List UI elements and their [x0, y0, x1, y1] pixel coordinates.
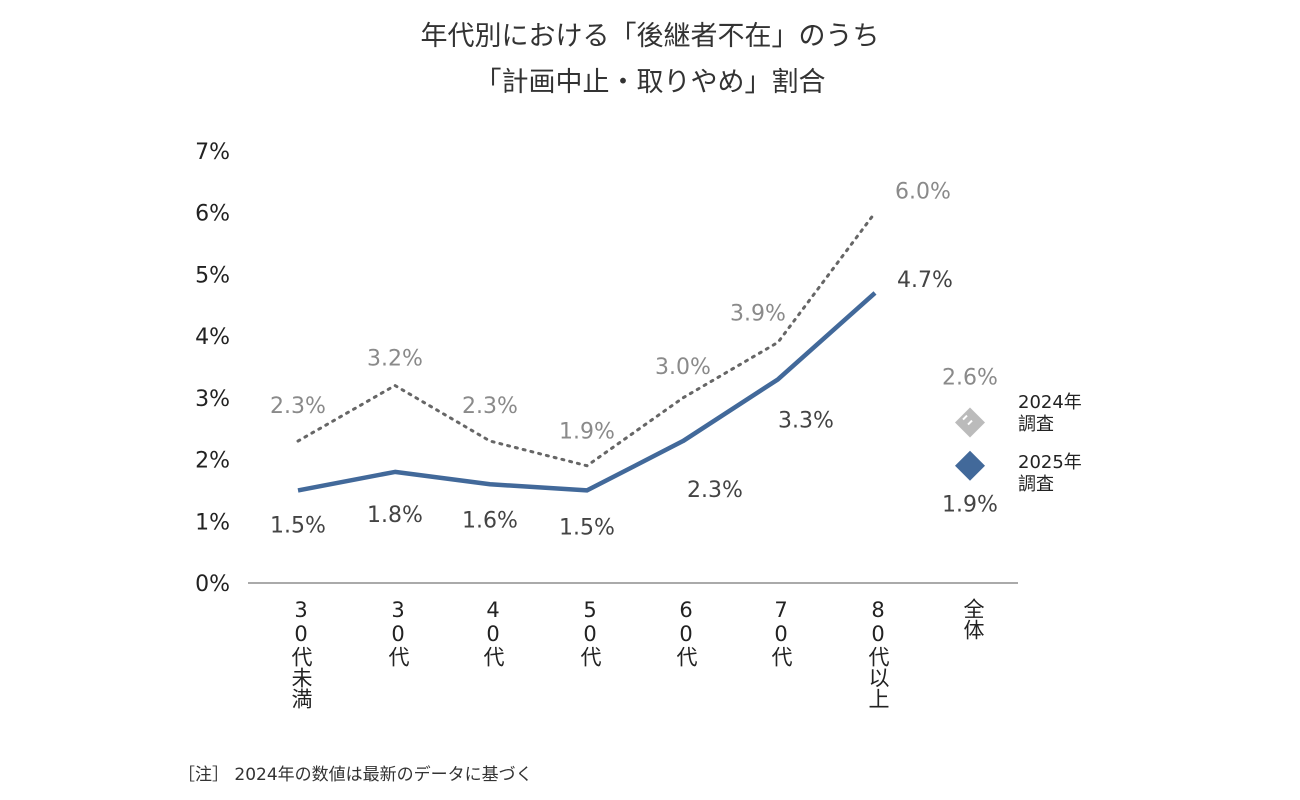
series-line-2025	[297, 291, 877, 493]
chart-title-line2: 「計画中止・取りやめ」割合	[474, 67, 826, 98]
series-line-2024	[296, 211, 877, 468]
legend-2024: 2024年 調査	[1018, 392, 1082, 436]
data-label: 3.2%	[367, 347, 423, 372]
data-label: 2.3%	[687, 478, 743, 503]
marker-hatch	[957, 409, 963, 416]
footnote: ［注］ 2024年の数値は最新のデータに基づく	[178, 765, 533, 785]
x-tick-label: 70代	[769, 598, 793, 667]
marker-hatch	[962, 414, 968, 421]
x-tick-label: 50代	[578, 598, 602, 667]
y-tick-label: 6%	[195, 202, 230, 227]
legend-2025-line1: 2025年	[1018, 452, 1082, 473]
data-label: 1.6%	[462, 508, 518, 533]
data-label: 1.5%	[270, 513, 326, 538]
y-tick-label: 4%	[195, 325, 230, 350]
data-label: 3.3%	[778, 408, 834, 433]
legend-2024-line1: 2024年	[1018, 392, 1082, 413]
data-label: 3.9%	[730, 301, 786, 326]
data-label: 6.0%	[895, 180, 951, 205]
data-label: 1.9%	[559, 420, 615, 445]
x-tick-label: 30代	[386, 598, 410, 667]
data-label: 1.8%	[367, 503, 423, 528]
y-tick-label: 3%	[195, 387, 230, 412]
data-label-total: 2.6%	[942, 366, 998, 391]
data-label: 3.0%	[655, 355, 711, 380]
total-marker-2025	[955, 450, 985, 481]
data-label: 2.3%	[462, 394, 518, 419]
y-tick-label: 1%	[195, 510, 230, 535]
x-tick-label: 40代	[481, 598, 505, 667]
y-tick-label: 5%	[195, 263, 230, 288]
legend-2025: 2025年 調査	[1018, 452, 1082, 496]
x-tick-label: 80代以上	[866, 598, 890, 709]
x-tick-label: 60代	[674, 598, 698, 667]
x-tick-label: 30代未満	[289, 598, 313, 709]
y-tick-label: 7%	[195, 140, 230, 165]
data-label-total: 1.9%	[942, 493, 998, 518]
chart-title-line1: 年代別における「後継者不在」のうち	[420, 21, 880, 52]
data-label: 4.7%	[897, 268, 953, 293]
data-label: 1.5%	[559, 515, 615, 540]
y-tick-label: 0%	[195, 572, 230, 597]
legend-2024-line2: 調査	[1018, 414, 1054, 435]
y-tick-label: 2%	[195, 449, 230, 474]
x-tick-label: 全体	[961, 598, 985, 640]
data-label: 2.3%	[270, 394, 326, 419]
legend-2025-line2: 調査	[1018, 474, 1054, 495]
marker-hatch	[967, 419, 973, 426]
